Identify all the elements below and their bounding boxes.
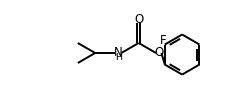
Text: O: O xyxy=(134,13,143,26)
Text: H: H xyxy=(114,53,121,62)
Text: N: N xyxy=(114,46,122,59)
Text: F: F xyxy=(159,34,166,47)
Text: O: O xyxy=(154,47,163,60)
